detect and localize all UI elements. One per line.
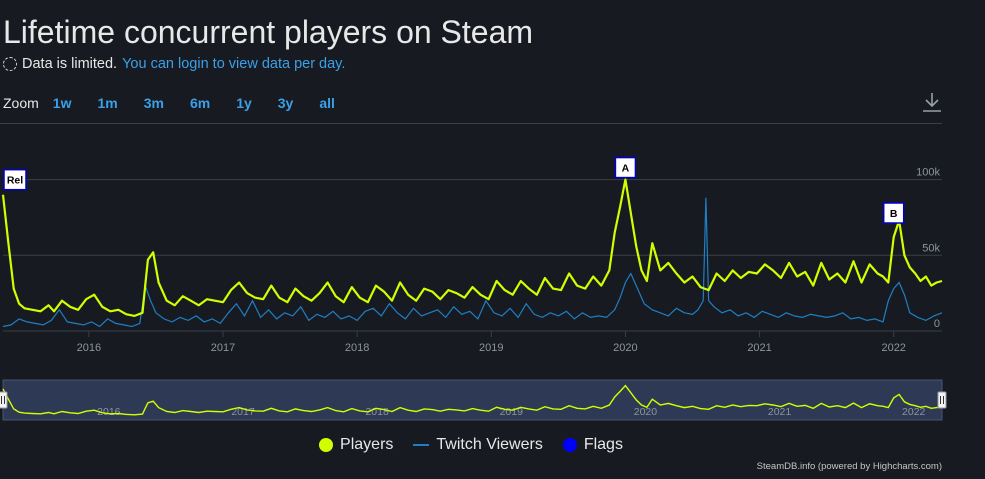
x-tick-label: 2017: [211, 342, 235, 354]
navigator-x-label: 2021: [768, 406, 792, 418]
y-tick-label: 100k: [916, 167, 940, 179]
login-link[interactable]: You can login to view data per day.: [122, 56, 346, 72]
x-tick-label: 2021: [747, 342, 771, 354]
zoom-1w-button[interactable]: 1w: [52, 95, 72, 111]
flag-A: A: [614, 156, 637, 179]
data-limited-text: Data is limited.: [22, 56, 118, 72]
x-tick-label: 2019: [479, 342, 503, 354]
navigator-window: [2, 379, 943, 421]
flag-label: B: [890, 208, 898, 220]
x-tick-label: 2022: [881, 342, 905, 354]
download-icon[interactable]: [920, 90, 944, 114]
zoom-all-button[interactable]: all: [319, 95, 335, 111]
chart-credits[interactable]: SteamDB.info (powered by Highcharts.com): [756, 461, 942, 472]
navigator-x-label: 2016: [97, 406, 121, 418]
grid-layer: 0 50k 100k: [3, 167, 942, 332]
flags-legend-dot: [562, 438, 577, 452]
handle-grip: [937, 391, 947, 409]
zoom-1m-button[interactable]: 1m: [97, 95, 118, 111]
players-legend-dot: [319, 438, 334, 452]
players-layer: [1, 178, 943, 317]
y-tick-label: 0: [934, 318, 940, 330]
y-tick-label: 50k: [922, 242, 940, 254]
navigator-right-handle[interactable]: [937, 391, 947, 409]
flag-label: Rel: [7, 175, 23, 187]
flag-Rel: Rel: [3, 168, 27, 191]
flag-box: [882, 202, 905, 224]
x-tick-label: 2018: [345, 342, 369, 354]
legend-players-label: Players: [340, 436, 394, 453]
x-axis: 2016 2017 2018 2019 2020 2021 2022: [77, 331, 906, 354]
zoom-label: Zoom: [3, 95, 39, 111]
legend-flags-label: Flags: [583, 436, 623, 453]
zoom-3m-button[interactable]: 3m: [143, 95, 164, 111]
twitch-layer: [2, 197, 943, 328]
navigator-x-label: 2022: [902, 406, 926, 418]
x-tick-label: 2020: [613, 342, 637, 354]
navigator-x-label: 2017: [231, 406, 255, 418]
twitch-legend-line: [413, 444, 430, 446]
flags-layer: Rel A B: [3, 156, 905, 224]
legend-players[interactable]: Players: [319, 436, 393, 454]
zoom-3y-button[interactable]: 3y: [277, 95, 294, 111]
dashed-circle-icon: [3, 57, 17, 71]
header-divider: [0, 123, 942, 124]
legend-twitch[interactable]: Twitch Viewers: [413, 436, 543, 454]
legend-twitch-label: Twitch Viewers: [436, 436, 543, 453]
flag-label: A: [622, 163, 630, 175]
navigator: 2016 2017 2018 2019 2020 2021 2022: [0, 379, 947, 421]
zoom-1y-button[interactable]: 1y: [236, 95, 252, 111]
flag-box: [614, 156, 637, 179]
x-tick-label: 2016: [77, 342, 101, 354]
legend-flags[interactable]: Flags: [562, 436, 623, 454]
twitch-series-line: [2, 197, 943, 328]
flag-B: B: [882, 202, 905, 224]
players-series-line: [1, 178, 943, 317]
zoom-6m-button[interactable]: 6m: [189, 95, 211, 111]
chart-legend: Players Twitch Viewers Flags: [0, 436, 942, 454]
flag-box: [3, 168, 27, 191]
data-limited-notice: Data is limited. You can login to view d…: [3, 56, 345, 72]
page-title: Lifetime concurrent players on Steam: [3, 14, 534, 50]
navigator-players-line: [2, 384, 943, 416]
navigator-x-label: 2020: [634, 406, 658, 418]
zoom-controls: Zoom 1w 1m 3m 6m 1y 3y all: [3, 93, 361, 113]
navigator-left-handle[interactable]: [0, 391, 8, 409]
